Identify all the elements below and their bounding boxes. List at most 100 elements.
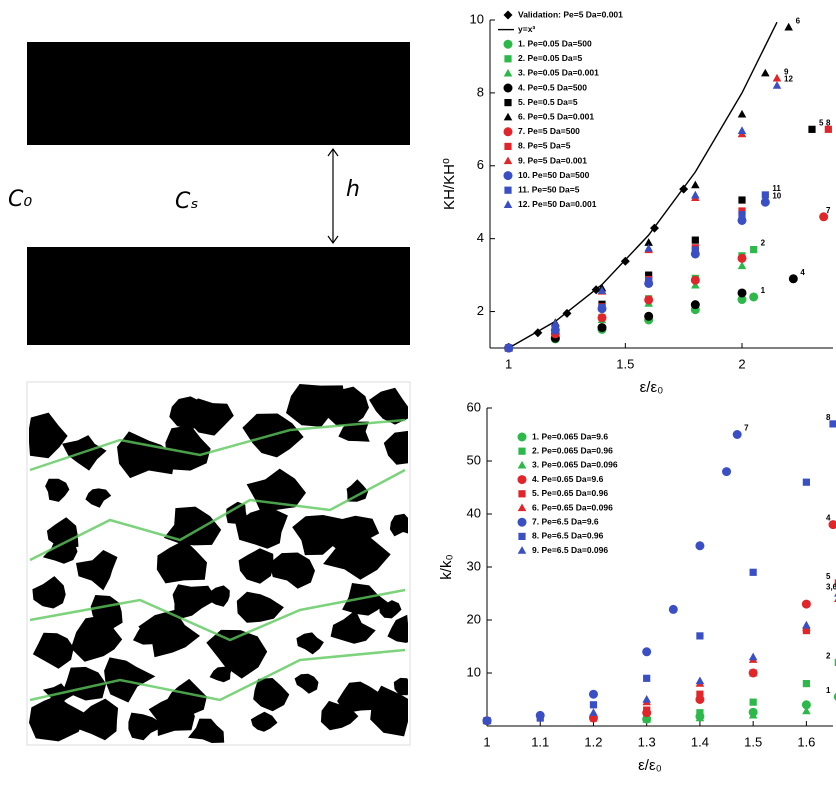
grain [29,412,68,459]
legend-label: 3. Pe=0.065 Da=0.096 [532,460,618,470]
legend-symbol [503,39,513,49]
point [737,295,747,305]
y-axis-title: k/k₀ [438,554,455,579]
point [761,191,769,199]
point [536,714,544,722]
grain [379,600,402,619]
point [829,420,836,428]
point [588,689,598,699]
series-end-label: 7 [826,206,831,215]
grain [148,695,195,736]
legend-label: 9. Pe=5 Da=0.001 [518,155,587,165]
point [834,579,836,587]
legend-label: 8. Pe=6.5 Da=0.96 [532,531,604,541]
flow-streak [29,418,406,472]
grain [163,506,222,546]
grain [253,678,290,712]
point [597,286,607,294]
point [750,246,758,254]
grain [389,513,408,537]
legend-symbol [503,171,513,181]
y-tick-label: 6 [477,157,484,172]
grain [128,712,166,741]
x-tick-label: 1 [505,356,512,371]
point [738,196,746,204]
grain [296,632,324,655]
legend-symbol [517,503,527,512]
grain [238,548,274,584]
point [691,180,700,189]
grain [208,585,230,607]
point [834,658,836,666]
point [644,238,653,246]
point [598,303,606,312]
grain [383,430,408,465]
grain [172,584,217,621]
point [691,246,699,254]
grain [342,583,389,616]
legend-label: 11. Pe=50 Da=5 [518,184,580,194]
y-tick-label: 60 [467,399,481,414]
series-end-label: 5 [826,572,831,581]
series-end-label: 6 [796,16,801,25]
series-end-label: 1 [761,286,766,295]
point [696,690,704,698]
legend-label: 8. Pe=5 Da=5 [518,141,571,151]
arrow-heads [327,147,339,245]
gap-label: h [346,177,360,202]
point [691,190,700,199]
x-tick-label: 1.5 [616,356,634,371]
point [749,568,757,576]
point [737,126,747,134]
point [690,275,700,285]
chart: 10 20 30 40 50 60 1 1.1 1.2 1.3 1.4 1.5 1.6 ε/ε₀ k/k₀ 1… [438,399,836,774]
point [482,716,492,724]
point [761,68,770,77]
grain [387,614,408,643]
legend-label: 5. Pe=0.65 Da=0.96 [532,488,608,498]
point [824,125,832,133]
series-end-label: 2 [826,652,831,661]
point [737,261,747,270]
grain [165,425,211,471]
point [668,604,678,614]
point [504,343,513,352]
x-tick-label: 1.2 [584,734,602,749]
legend-symbol [503,200,513,208]
point [802,620,811,629]
point [644,311,654,321]
point [772,73,782,82]
legend-symbol [517,475,527,485]
point [696,632,704,640]
grain [320,700,359,731]
grain [188,718,225,743]
channel-wall-bottom [27,247,410,345]
grain [330,610,376,644]
series-end-label: 8 [826,413,831,422]
porous-image [26,381,411,746]
legend-symbol [503,10,513,20]
y-tick-label: 50 [467,452,481,467]
point [760,197,770,207]
legend-symbol [504,55,512,63]
x-tick-label: 1.6 [797,734,815,749]
x-axis-title: ε/ε₀ [640,379,664,396]
legend-symbol [517,460,527,469]
point [819,212,829,222]
legend-symbol [517,432,527,442]
grain [156,539,207,584]
surface-concentration: Cₛ [175,189,199,214]
y-tick-label: 40 [467,505,481,520]
grain [75,698,119,741]
y-tick-label: 4 [477,230,484,245]
series-end-label: 5 [819,118,824,127]
point [749,292,759,302]
grain [286,384,346,427]
point [691,236,699,244]
legend-symbol [504,99,512,107]
point [748,710,758,719]
channel-wall-top [27,42,410,145]
grain [32,576,66,609]
legend-label: 1. Pe=0.05 Da=500 [518,38,592,48]
legend-label: 1. Pe=0.065 Da=9.6 [532,431,608,441]
